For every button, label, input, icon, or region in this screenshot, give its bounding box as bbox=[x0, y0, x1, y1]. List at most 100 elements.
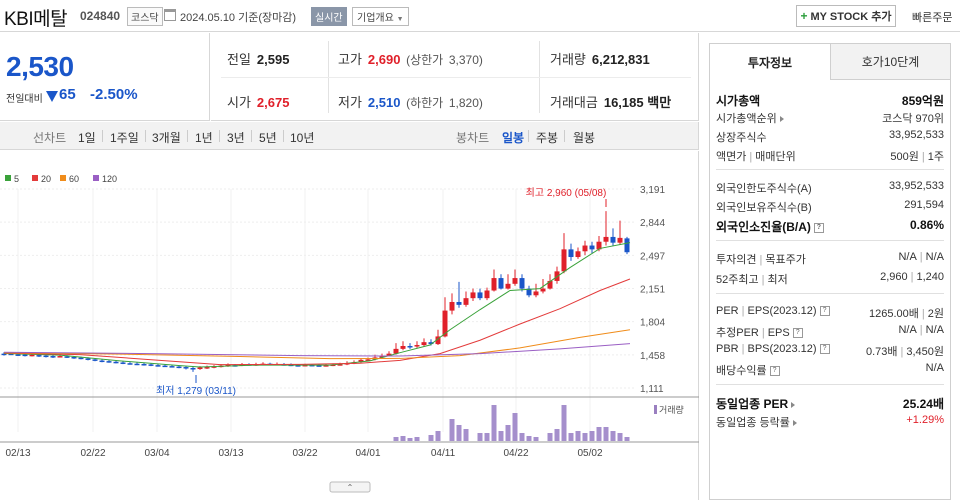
volume-bar bbox=[456, 425, 462, 441]
chevron-up-icon: ⌃ bbox=[347, 483, 354, 492]
stock-header: KBI메탈 024840 코스닥 2024.05.10 기준(장마감) 실시간 … bbox=[0, 0, 960, 32]
volume-bar bbox=[491, 405, 497, 441]
foreign-hold-value: 291,594 bbox=[904, 199, 944, 211]
divider bbox=[221, 77, 691, 78]
open-value: 2,675 bbox=[256, 95, 290, 110]
volume-bar bbox=[407, 438, 413, 441]
help-icon[interactable]: ? bbox=[769, 366, 780, 377]
lower-limit-value: 1,820) bbox=[448, 96, 483, 110]
volume-bar bbox=[561, 405, 567, 441]
candle-body bbox=[449, 301, 455, 311]
period-1d[interactable]: 1일 bbox=[78, 131, 96, 145]
candle-body bbox=[155, 365, 161, 367]
company-info-label: 기업개요 bbox=[357, 13, 394, 24]
candle-body bbox=[421, 342, 427, 346]
candle-body bbox=[323, 365, 329, 367]
candle-body bbox=[547, 280, 553, 289]
help-icon[interactable]: ? bbox=[792, 328, 803, 339]
period-3y[interactable]: 3년 bbox=[227, 131, 245, 145]
candle-body bbox=[435, 336, 441, 345]
period-toolbar: 선차트 1일 1주일 3개월 1년 3년 5년 10년 봉차트 일봉 주봉 월봉 bbox=[0, 122, 699, 150]
stock-code: 024840 bbox=[80, 9, 121, 23]
volume-bar bbox=[449, 419, 455, 441]
tab-investment-info[interactable]: 투자정보 bbox=[710, 44, 830, 80]
candle-body bbox=[575, 251, 581, 258]
bps-label: BPS(2023.12) bbox=[747, 343, 817, 355]
market-cap-row: 시가총액 859억원 bbox=[716, 90, 944, 108]
chevron-right-icon bbox=[779, 116, 784, 123]
panel-tabs: 투자정보 호가10단계 bbox=[710, 44, 950, 80]
period-1w[interactable]: 1주일 bbox=[110, 131, 139, 145]
high-annotation: 최고 2,960 (05/08) bbox=[526, 187, 607, 199]
help-icon[interactable]: ? bbox=[813, 222, 824, 233]
divider bbox=[219, 130, 220, 142]
upper-limit-value: 3,370) bbox=[448, 53, 483, 67]
candle-body bbox=[99, 360, 105, 363]
divider bbox=[716, 169, 944, 170]
high-price: 고가 2,690 (상한가 3,370) bbox=[338, 49, 483, 68]
help-icon[interactable]: ? bbox=[819, 344, 830, 355]
ma-line-5 bbox=[3, 242, 631, 368]
week52-row: 52주최고 | 최저 2,960 | 1,240 bbox=[716, 271, 944, 286]
upper-limit-label: (상한가 bbox=[406, 53, 444, 67]
industry-per-row: 동일업종 PER 25.24배 bbox=[716, 393, 944, 411]
help-icon[interactable]: ? bbox=[819, 306, 830, 317]
bps-value: 3,450원 bbox=[906, 346, 944, 358]
volume-bar bbox=[393, 437, 399, 441]
y-tick-label: 3,191 bbox=[640, 185, 665, 196]
candle-body bbox=[141, 363, 147, 366]
week52-low-label: 최저 bbox=[767, 274, 788, 286]
period-1y[interactable]: 1년 bbox=[195, 131, 213, 145]
y-tick-label: 2,497 bbox=[640, 251, 665, 262]
per-value: 1265.00배 bbox=[869, 308, 919, 320]
volume-bar bbox=[624, 437, 630, 441]
unit-value: 1주 bbox=[927, 151, 944, 163]
candle-monthly[interactable]: 월봉 bbox=[573, 131, 596, 145]
candle-daily[interactable]: 일봉 bbox=[502, 131, 525, 145]
add-mystock-button[interactable]: + MY STOCK 추가 bbox=[796, 5, 896, 27]
candle-body bbox=[106, 361, 112, 363]
realtime-button[interactable]: 실시간 bbox=[311, 7, 347, 26]
period-5y[interactable]: 5년 bbox=[259, 131, 277, 145]
week52-low-value: 1,240 bbox=[916, 271, 944, 283]
candle-weekly[interactable]: 주봉 bbox=[536, 131, 559, 145]
candle-body bbox=[505, 283, 511, 289]
low-label: 저가 bbox=[338, 95, 362, 110]
company-info-dropdown[interactable]: 기업개요 ▼ bbox=[352, 7, 409, 26]
chevron-right-icon bbox=[791, 401, 796, 408]
candle-body bbox=[526, 288, 532, 296]
volume-bar bbox=[477, 433, 483, 441]
candle-body bbox=[43, 355, 49, 358]
x-tick-label: 02/13 bbox=[5, 448, 30, 459]
prev-close-value: 2,595 bbox=[256, 52, 290, 67]
price-chart: 5 20 60 120 3,191 2,844 2,497 2,151 1,804 1,458 1,… bbox=[0, 151, 699, 500]
shares-label: 상장주식수 bbox=[716, 132, 767, 144]
candle-body bbox=[337, 364, 343, 366]
quick-order-link[interactable]: 빠른주문 bbox=[912, 12, 953, 24]
candle-body bbox=[176, 366, 182, 369]
candle-body bbox=[71, 357, 77, 359]
candle-body bbox=[624, 238, 630, 253]
candle-body bbox=[50, 356, 56, 358]
volume-bar bbox=[505, 425, 511, 441]
volume-legend-label: 거래량 bbox=[659, 404, 684, 415]
volume-bar bbox=[582, 433, 588, 441]
legend-label-20: 20 bbox=[41, 174, 51, 184]
candle-body bbox=[414, 345, 420, 347]
est-per-row: 추정PER | EPS? N/A | N/A bbox=[716, 324, 944, 339]
candle-body bbox=[442, 310, 448, 337]
market-cap-value: 859억원 bbox=[901, 94, 944, 108]
par-label: 액면가 bbox=[716, 151, 747, 163]
period-10y[interactable]: 10년 bbox=[290, 131, 315, 145]
period-3m[interactable]: 3개월 bbox=[152, 131, 181, 145]
candle-body bbox=[477, 292, 483, 299]
tab-order-book[interactable]: 호가10단계 bbox=[830, 44, 950, 80]
candle-body bbox=[78, 357, 84, 360]
candle-body bbox=[148, 364, 154, 366]
par-row: 액면가 | 매매단위 500원 | 1주 bbox=[716, 151, 944, 163]
candle-body bbox=[92, 359, 98, 361]
calendar-icon bbox=[164, 9, 176, 21]
candle-chart-label: 봉차트 bbox=[456, 131, 490, 145]
legend-label-120: 120 bbox=[102, 174, 117, 184]
trade-amount-value: 16,185 bbox=[603, 95, 644, 110]
